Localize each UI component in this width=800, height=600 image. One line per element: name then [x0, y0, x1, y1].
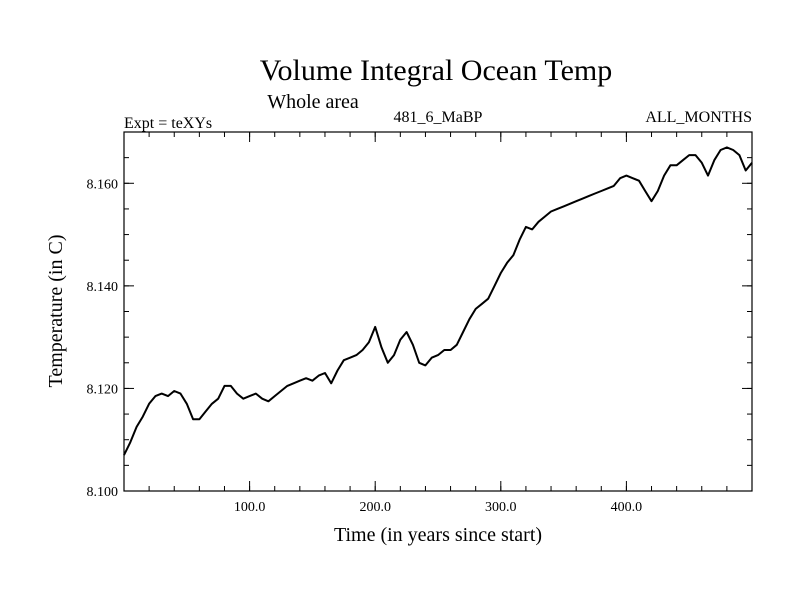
header-right-label: ALL_MONTHS: [645, 109, 752, 126]
x-tick-label: 100.0: [234, 500, 266, 515]
y-tick-label: 8.100: [87, 485, 119, 500]
y-tick-label: 8.140: [87, 280, 119, 295]
axis-ticks: [123, 131, 753, 492]
plot-frame: [123, 131, 753, 492]
x-tick-label: 300.0: [485, 500, 517, 515]
y-axis-label: Temperature (in C): [45, 235, 67, 388]
header-left-label: Expt = teXYs: [124, 115, 212, 132]
y-tick-label: 8.160: [87, 177, 119, 192]
x-axis-label: Time (in years since start): [334, 524, 542, 546]
tick-labels: 100.0 200.0 300.0 400.0 8.100 8.120 8.140 8.160: [87, 177, 643, 515]
chart-subtitle: Whole area: [267, 91, 359, 113]
y-tick-label: 8.120: [87, 382, 119, 397]
x-tick-label: 400.0: [611, 500, 643, 515]
x-tick-label: 200.0: [359, 500, 391, 515]
series-line: [123, 146, 753, 456]
header-center-label: 481_6_MaBP: [394, 109, 483, 126]
chart-title: Volume Integral Ocean Temp: [260, 54, 613, 87]
